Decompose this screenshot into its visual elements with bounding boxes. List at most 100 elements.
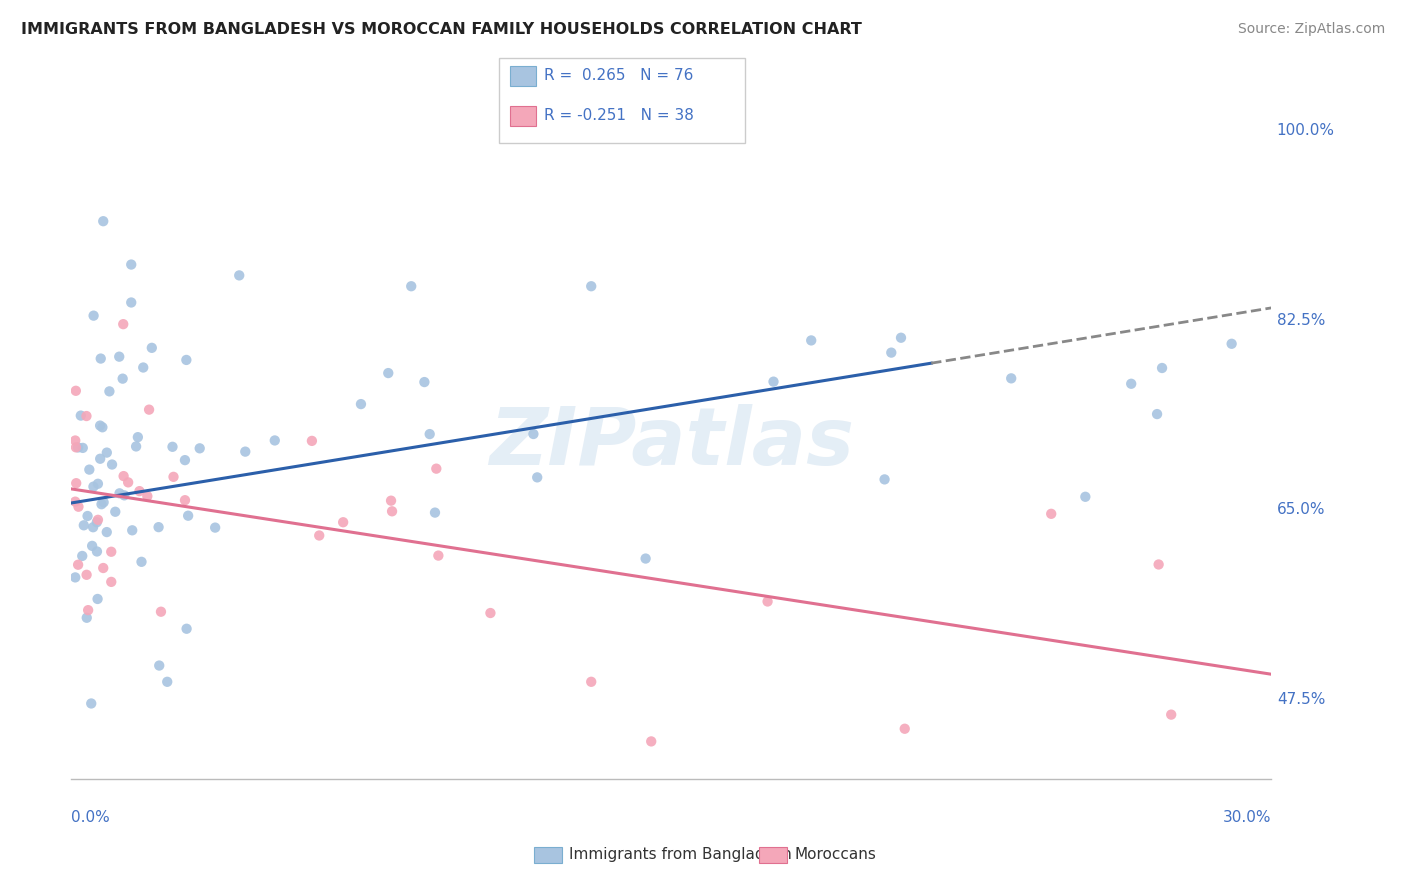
Point [76,508,98,523]
Point [1121,376,1143,391]
Point [100,574,122,589]
Text: 30.0%: 30.0% [1223,810,1271,825]
Point [65,494,87,508]
Point [91,420,114,434]
Point [73,518,96,533]
Point [67,500,90,514]
Point [425,461,447,475]
Point [301,434,323,448]
Point [121,524,143,538]
Point [162,440,184,454]
Point [65,476,87,491]
Point [70,549,93,563]
Point [148,520,170,534]
Point [79,462,101,476]
Point [67,558,90,572]
Point [65,441,87,455]
Point [72,441,94,455]
Point [76,567,98,582]
Point [1160,707,1182,722]
Point [65,570,87,584]
Text: Immigrants from Bangladesh: Immigrants from Bangladesh [569,847,792,862]
Point [581,674,603,689]
Point [112,317,135,331]
Point [87,476,110,491]
Point [136,489,159,503]
Point [148,658,170,673]
Point [111,372,134,386]
Text: Moroccans: Moroccans [794,847,876,862]
Point [756,594,779,608]
Point [90,497,112,511]
Point [125,439,148,453]
Point [149,605,172,619]
Text: ZIPatlas: ZIPatlas [489,404,853,483]
Point [413,375,436,389]
Point [75,409,97,423]
Point [204,520,226,534]
Point [82,480,104,494]
Point [76,611,98,625]
Point [381,504,404,518]
Point [108,486,131,500]
Point [640,734,662,748]
Point [332,515,354,529]
Point [1000,371,1022,385]
Point [117,475,139,490]
Point [67,441,90,455]
Point [427,549,450,563]
Point [228,268,250,283]
Point [162,470,184,484]
Point [120,295,142,310]
Point [522,427,544,442]
Point [380,493,402,508]
Point [800,334,823,348]
Point [1146,407,1168,421]
Point [873,472,896,486]
Point [128,484,150,499]
Point [93,495,115,509]
Point [233,444,256,458]
Point [893,722,915,736]
Point [82,539,104,553]
Point [65,384,87,398]
Point [176,622,198,636]
Point [77,603,100,617]
Point [188,442,211,456]
Point [65,434,87,448]
Point [479,606,502,620]
Point [890,331,912,345]
Point [263,434,285,448]
Point [1074,490,1097,504]
Text: Source: ZipAtlas.com: Source: ZipAtlas.com [1237,22,1385,37]
Point [138,402,160,417]
Point [399,279,422,293]
Point [86,591,108,606]
Point [69,409,91,423]
Point [101,458,124,472]
Point [581,279,603,293]
Text: R =  0.265   N = 76: R = 0.265 N = 76 [544,69,693,83]
Text: IMMIGRANTS FROM BANGLADESH VS MOROCCAN FAMILY HOUSEHOLDS CORRELATION CHART: IMMIGRANTS FROM BANGLADESH VS MOROCCAN F… [21,22,862,37]
Point [762,375,785,389]
Point [104,505,127,519]
Point [89,451,111,466]
Point [1150,361,1173,376]
Point [174,453,197,467]
Point [526,470,548,484]
Point [89,418,111,433]
Point [141,341,163,355]
Point [132,360,155,375]
Point [86,515,108,529]
Point [83,309,105,323]
Point [87,513,110,527]
Point [377,366,399,380]
Point [177,508,200,523]
Point [112,488,135,502]
Point [98,384,121,399]
Point [156,674,179,689]
Point [350,397,373,411]
Point [96,445,118,459]
Point [419,427,441,442]
Point [880,345,903,359]
